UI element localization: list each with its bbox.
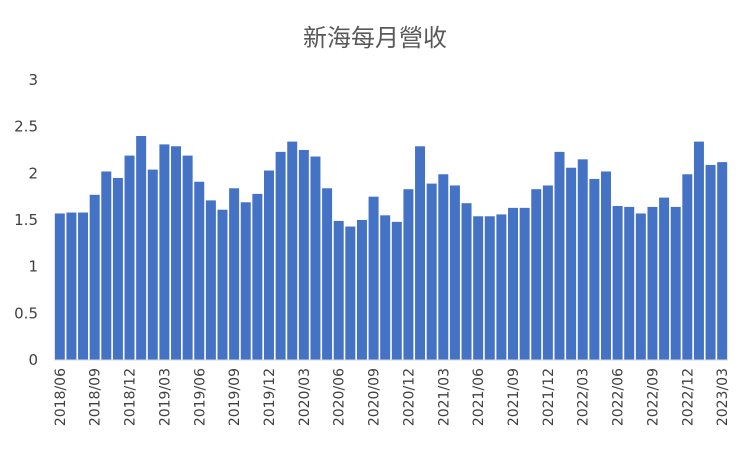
x-tick-label: 2022/06 — [611, 368, 627, 426]
x-tick-label: 2023/03 — [715, 368, 731, 426]
bar — [89, 194, 100, 360]
bar — [171, 146, 182, 360]
bar — [298, 150, 309, 360]
bar — [112, 178, 123, 360]
bar — [519, 207, 530, 360]
y-tick-label: 0 — [28, 351, 38, 369]
bar — [159, 144, 170, 360]
bar — [449, 185, 460, 360]
bar — [345, 226, 356, 360]
x-tick-label: 2021/09 — [506, 368, 522, 426]
x-tick-label: 2021/06 — [471, 368, 487, 426]
x-tick-label: 2019/03 — [157, 368, 173, 426]
x-tick-label: 2020/09 — [367, 368, 383, 426]
bar — [124, 155, 135, 360]
x-tick-label: 2022/12 — [680, 368, 696, 426]
bar — [368, 196, 379, 360]
bar — [554, 151, 565, 360]
x-tick-label: 2019/12 — [262, 368, 278, 426]
bar — [647, 206, 658, 360]
bar — [473, 216, 484, 360]
x-tick-label: 2021/03 — [436, 368, 452, 426]
bar — [66, 212, 77, 360]
bar — [356, 220, 367, 360]
bar — [310, 156, 321, 360]
bar — [275, 151, 286, 360]
bar — [624, 206, 635, 360]
bar — [322, 188, 333, 360]
bar — [484, 216, 495, 360]
bar — [577, 159, 588, 360]
bar — [205, 200, 216, 360]
bar — [78, 212, 89, 360]
x-tick-label: 2020/12 — [401, 368, 417, 426]
bar — [682, 174, 693, 360]
x-tick-label: 2022/09 — [645, 368, 661, 426]
x-tick-label: 2019/09 — [227, 368, 243, 426]
x-tick-label: 2022/03 — [576, 368, 592, 426]
bar — [635, 213, 646, 360]
bar — [101, 171, 112, 360]
bar — [403, 189, 414, 360]
x-tick-label: 2019/06 — [192, 368, 208, 426]
y-tick-label: 3 — [28, 71, 38, 89]
bar — [612, 206, 623, 360]
y-tick-label: 0.5 — [14, 304, 38, 322]
y-tick-label: 1 — [28, 258, 38, 276]
bar — [380, 215, 391, 360]
y-tick-label: 2.5 — [14, 118, 38, 136]
bar — [287, 141, 298, 360]
bar — [496, 214, 507, 360]
bar — [589, 178, 600, 360]
bar — [263, 170, 274, 360]
y-tick-label: 2 — [28, 164, 38, 182]
bar — [693, 141, 704, 360]
x-tick-label: 2020/06 — [332, 368, 348, 426]
x-tick-label: 2018/06 — [53, 368, 69, 426]
bar — [217, 209, 228, 360]
bar — [705, 164, 716, 360]
bar — [438, 174, 449, 360]
bar — [136, 136, 147, 360]
bar — [542, 185, 553, 360]
bar — [461, 203, 472, 360]
bar — [54, 213, 65, 360]
bar — [415, 146, 426, 360]
bar — [600, 171, 611, 360]
bar — [508, 207, 519, 360]
bar — [670, 206, 681, 360]
bar — [194, 181, 205, 360]
bars-group — [54, 136, 728, 360]
x-tick-label: 2021/12 — [541, 368, 557, 426]
bar — [426, 183, 437, 360]
bar — [717, 162, 728, 360]
x-tick-label: 2020/03 — [297, 368, 313, 426]
bar — [566, 167, 577, 360]
x-tick-label: 2018/12 — [123, 368, 139, 426]
bar — [229, 188, 240, 360]
y-axis: 0 0.5 1 1.5 2 2.5 3 — [14, 71, 38, 369]
bar — [531, 189, 542, 360]
bar — [147, 169, 158, 360]
chart-title: 新海每月營收 — [303, 24, 447, 52]
bar — [659, 197, 670, 360]
bar — [252, 193, 263, 360]
bar — [391, 221, 402, 360]
bar — [333, 220, 344, 360]
y-tick-label: 1.5 — [14, 211, 38, 229]
x-tick-label: 2018/09 — [88, 368, 104, 426]
x-axis: 2018/06 2018/09 2018/12 2019/03 2019/06 2019/… — [53, 368, 731, 426]
bar — [240, 202, 251, 360]
bar — [182, 155, 193, 360]
